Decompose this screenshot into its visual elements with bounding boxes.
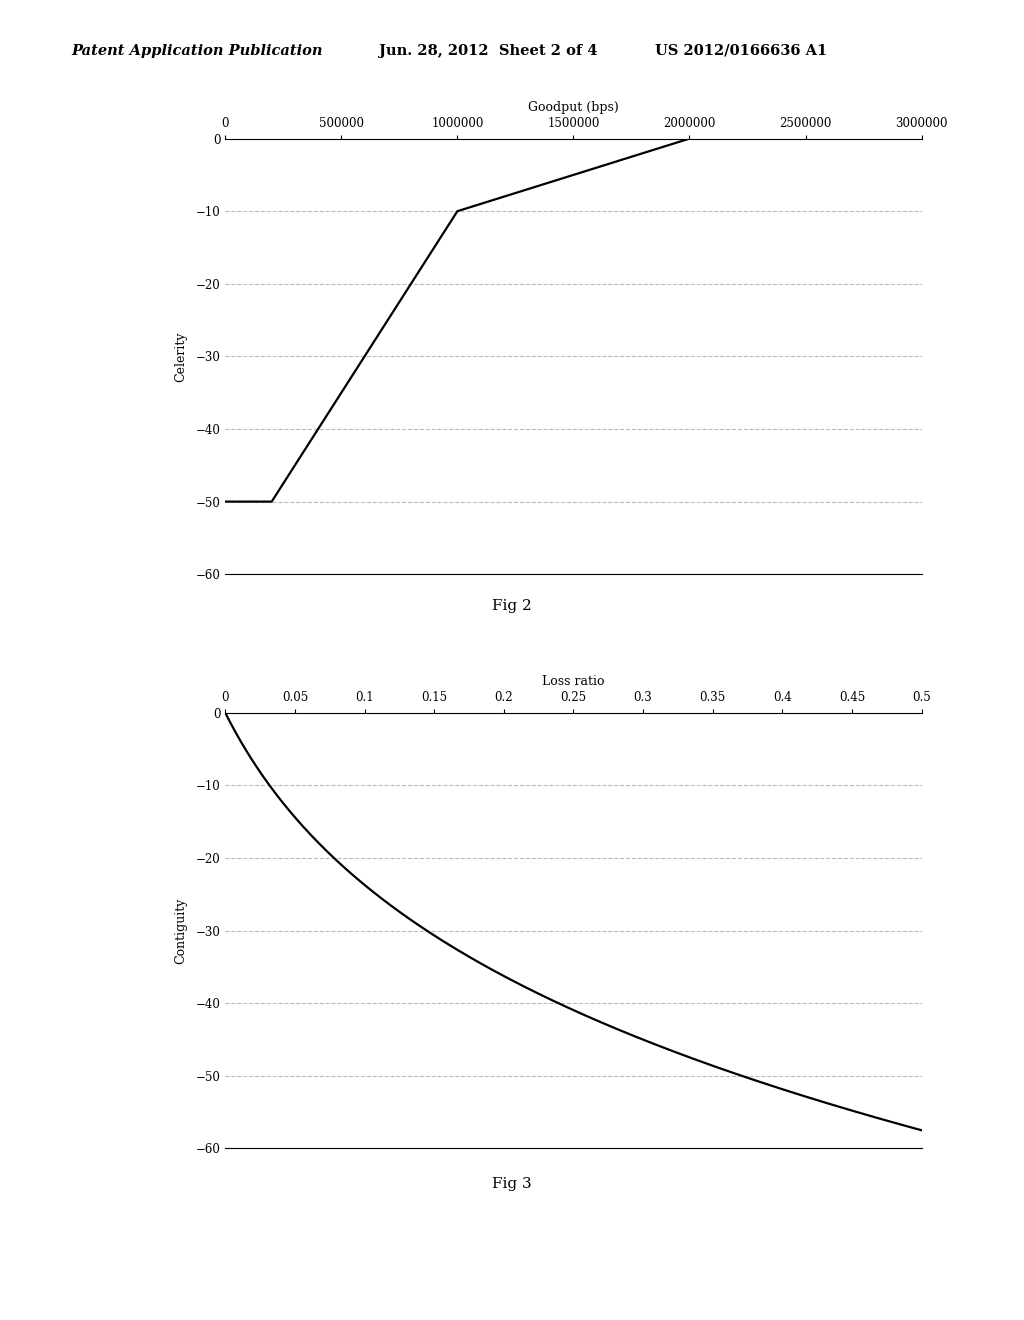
X-axis label: Loss ratio: Loss ratio xyxy=(542,676,605,688)
Text: Fig 2: Fig 2 xyxy=(493,599,531,612)
Text: Jun. 28, 2012  Sheet 2 of 4: Jun. 28, 2012 Sheet 2 of 4 xyxy=(379,44,597,58)
Text: Patent Application Publication: Patent Application Publication xyxy=(72,44,324,58)
Y-axis label: Contiguity: Contiguity xyxy=(174,898,187,964)
Y-axis label: Celerity: Celerity xyxy=(174,331,187,381)
X-axis label: Goodput (bps): Goodput (bps) xyxy=(528,102,618,114)
Text: US 2012/0166636 A1: US 2012/0166636 A1 xyxy=(655,44,827,58)
Text: Fig 3: Fig 3 xyxy=(493,1177,531,1191)
